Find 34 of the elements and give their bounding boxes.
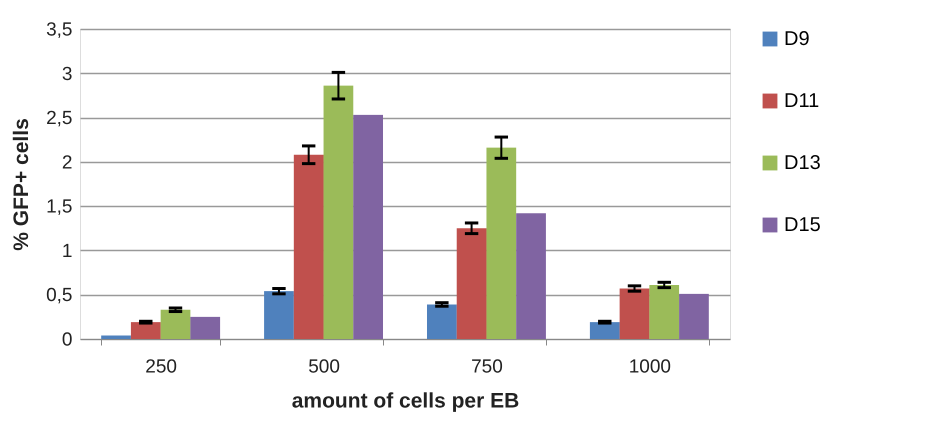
y-tick-label: 2 [62,152,72,174]
y-tick-label: 0 [62,330,72,350]
legend-label: D13 [784,152,821,174]
legend-label: D11 [784,90,820,112]
bar [130,322,161,339]
bar [590,322,620,339]
y-tick-label: 2,5 [46,108,72,130]
bar [486,148,516,339]
bar [426,304,457,339]
y-tick-label: 1,5 [46,196,72,218]
bar [620,288,650,339]
x-tick-label: 500 [308,356,340,378]
x-axis-title: amount of cells per EB [292,390,520,412]
bar [649,284,680,339]
y-tick-label: 3,5 [46,20,72,40]
legend-label: D9 [784,28,810,50]
y-tick-label: 0,5 [46,285,72,306]
y-axis-title: % GFP+ cells [10,118,34,251]
bar [160,310,190,339]
x-tick-label: 1000 [628,356,671,378]
bar [353,114,384,339]
bar [456,228,486,339]
legend-label: D15 [784,214,821,236]
y-tick-label: 3 [62,64,72,85]
x-tick-label: 250 [145,356,177,378]
bar [324,86,354,339]
bar [264,291,294,339]
bar [516,213,546,339]
bar [190,316,220,339]
x-tick-label: 750 [471,356,503,378]
bar [294,154,324,339]
bar [101,335,131,339]
bar [679,294,709,339]
y-tick-label: 1 [62,240,72,262]
